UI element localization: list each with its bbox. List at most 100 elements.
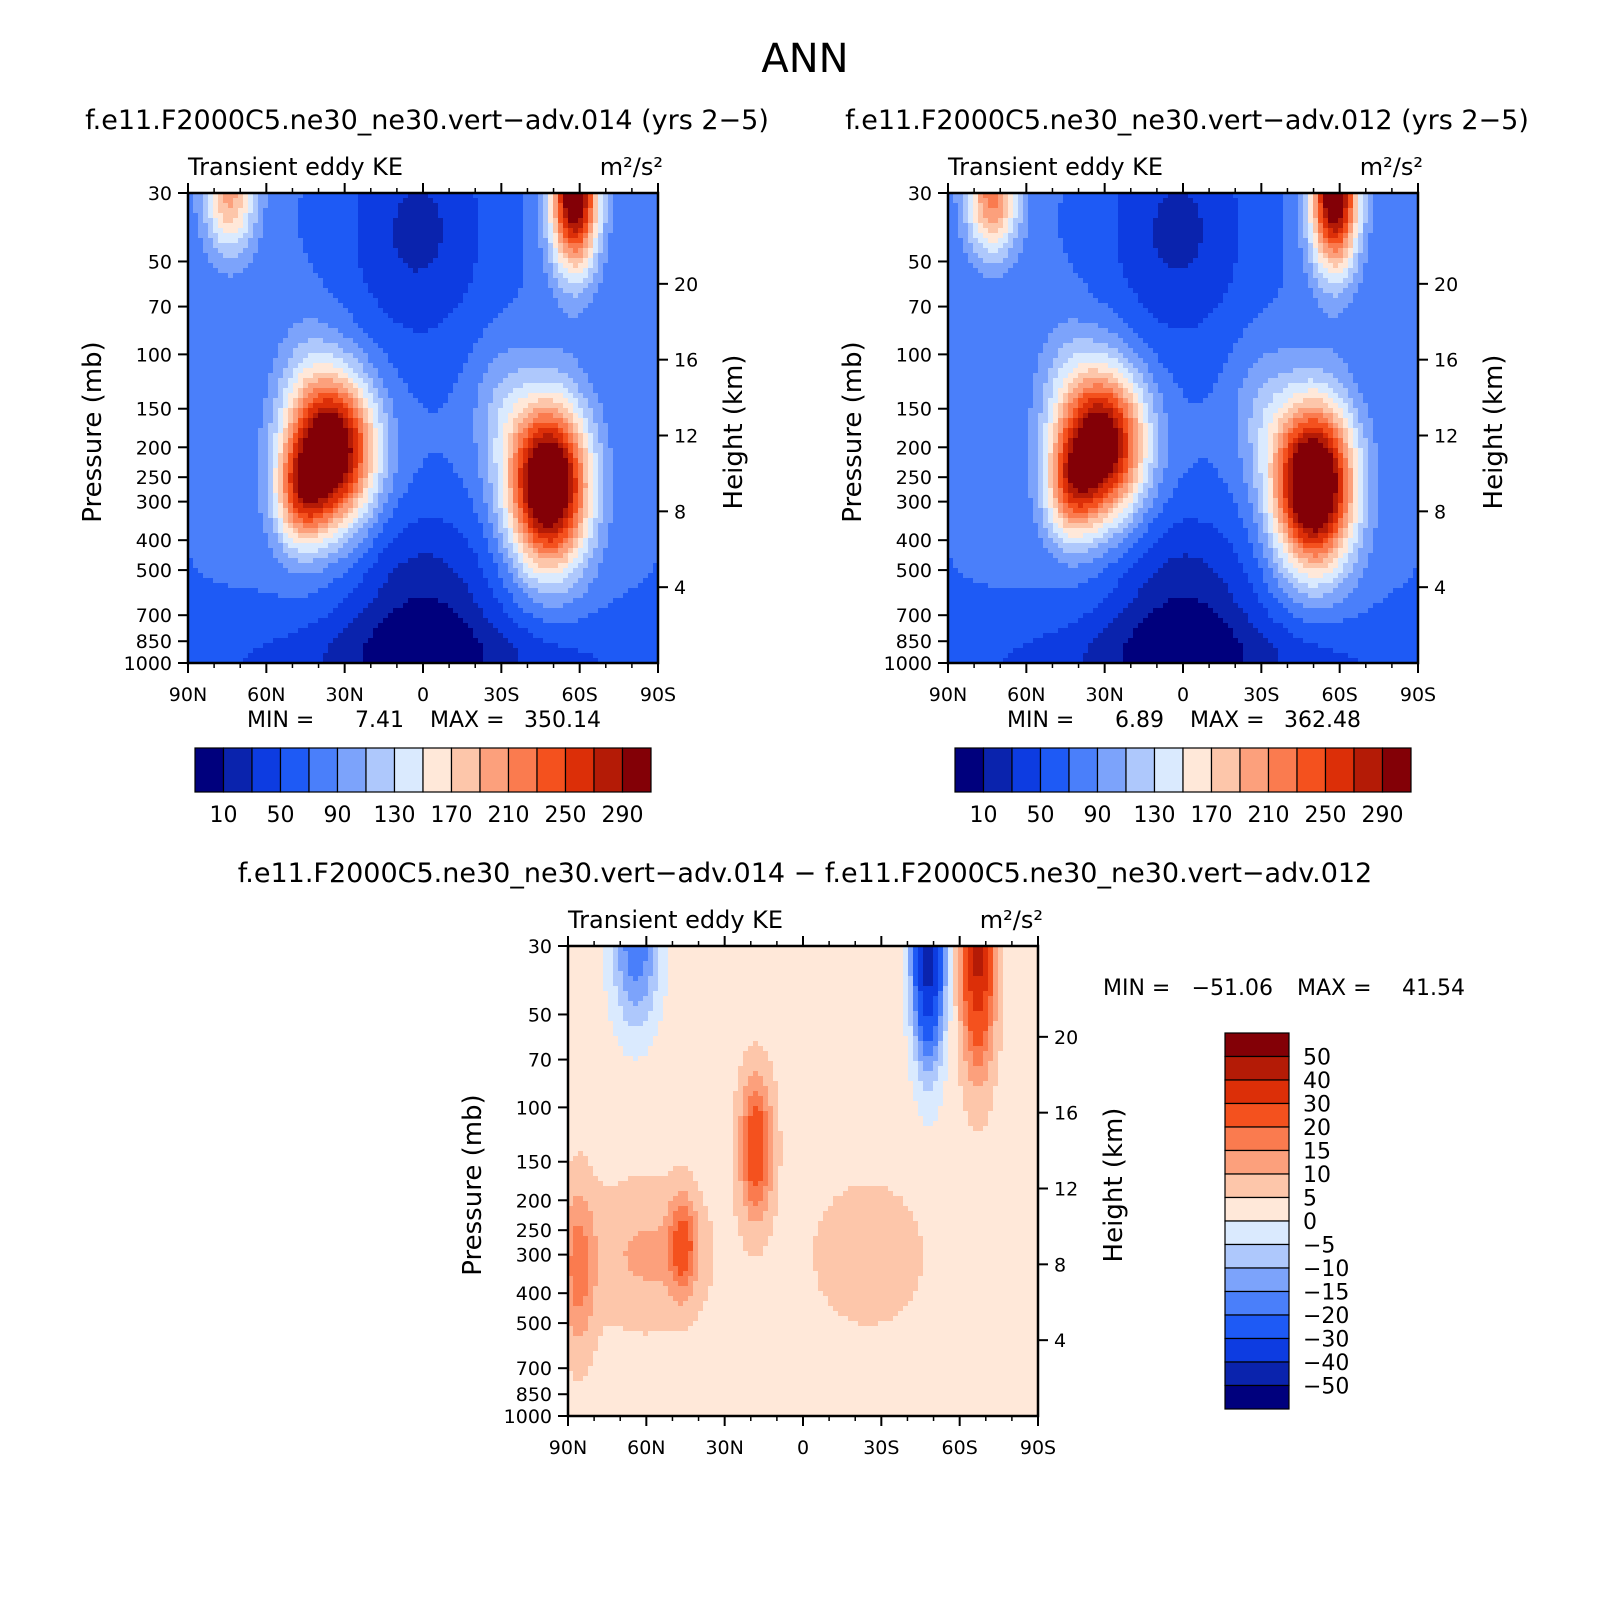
contour-cell: [323, 298, 329, 304]
contour-cell: [203, 278, 209, 284]
contour-cell: [228, 408, 234, 414]
contour-cell: [193, 593, 199, 599]
contour-cell: [373, 443, 379, 449]
contour-cell: [203, 208, 209, 214]
contour-cell: [423, 373, 429, 379]
contour-cell: [383, 518, 389, 524]
contour-cell: [298, 388, 304, 394]
contour-cell: [328, 323, 334, 329]
contour-cell: [263, 533, 269, 539]
contour-cell: [203, 338, 209, 344]
contour-cell: [373, 243, 379, 249]
contour-cell: [268, 393, 274, 399]
contour-cell: [283, 283, 289, 289]
contour-cell: [223, 223, 229, 229]
contour-cell: [313, 593, 319, 599]
contour-cell: [253, 308, 259, 314]
contour-cell: [353, 308, 359, 314]
contour-cell: [348, 408, 354, 414]
contour-cell: [198, 523, 204, 529]
contour-cell: [313, 363, 319, 369]
contour-cell: [303, 608, 309, 614]
contour-cell: [198, 263, 204, 269]
contour-cell: [418, 278, 424, 284]
contour-cell: [288, 368, 294, 374]
contour-cell: [303, 323, 309, 329]
contour-cell: [448, 273, 454, 279]
contour-cell: [438, 618, 444, 624]
contour-cell: [303, 433, 309, 439]
contour-cell: [398, 573, 404, 579]
contour-cell: [323, 548, 329, 554]
contour-cell: [193, 343, 199, 349]
contour-cell: [408, 613, 414, 619]
contour-cell: [293, 318, 299, 324]
contour-cell: [363, 338, 369, 344]
contour-cell: [308, 378, 314, 384]
contour-cell: [418, 443, 424, 449]
contour-cell: [213, 333, 219, 339]
contour-cell: [333, 568, 339, 574]
contour-cell: [268, 428, 274, 434]
contour-cell: [448, 413, 454, 419]
contour-cell: [353, 508, 359, 514]
contour-cell: [278, 278, 284, 284]
contour-cell: [373, 428, 379, 434]
contour-cell: [188, 518, 194, 524]
contour-cell: [373, 568, 379, 574]
contour-cell: [408, 538, 414, 544]
contour-cell: [273, 193, 279, 199]
contour-cell: [228, 418, 234, 424]
contour-cell: [263, 228, 269, 234]
contour-cell: [418, 403, 424, 409]
contour-cell: [343, 358, 349, 364]
contour-cell: [388, 193, 394, 199]
contour-cell: [263, 443, 269, 449]
contour-cell: [243, 633, 249, 639]
contour-cell: [443, 353, 449, 359]
contour-cell: [443, 378, 449, 384]
contour-cell: [233, 648, 239, 654]
contour-cell: [298, 633, 304, 639]
contour-cell: [268, 333, 274, 339]
contour-cell: [238, 458, 244, 464]
contour-cell: [293, 543, 299, 549]
contour-cell: [433, 618, 439, 624]
contour-cell: [348, 233, 354, 239]
contour-cell: [293, 638, 299, 644]
contour-cell: [408, 313, 414, 319]
contour-cell: [268, 223, 274, 229]
contour-cell: [348, 548, 354, 554]
contour-cell: [248, 648, 254, 654]
contour-cell: [233, 483, 239, 489]
contour-cell: [278, 413, 284, 419]
contour-cell: [238, 363, 244, 369]
contour-cell: [413, 603, 419, 609]
contour-cell: [358, 658, 364, 664]
contour-cell: [383, 398, 389, 404]
contour-cell: [408, 353, 414, 359]
contour-cell: [438, 383, 444, 389]
contour-cell: [213, 483, 219, 489]
contour-cell: [358, 273, 364, 279]
contour-cell: [403, 493, 409, 499]
contour-cell: [238, 648, 244, 654]
contour-cell: [263, 638, 269, 644]
contour-cell: [273, 418, 279, 424]
contour-cell: [328, 583, 334, 589]
contour-cell: [378, 403, 384, 409]
contour-cell: [283, 423, 289, 429]
contour-cell: [258, 473, 264, 479]
contour-cell: [313, 608, 319, 614]
contour-cell: [263, 498, 269, 504]
contour-cell: [418, 318, 424, 324]
contour-cell: [358, 648, 364, 654]
contour-cell: [363, 223, 369, 229]
contour-cell: [328, 218, 334, 224]
contour-cell: [418, 343, 424, 349]
contour-cell: [333, 318, 339, 324]
contour-cell: [328, 198, 334, 204]
contour-cell: [348, 248, 354, 254]
contour-cell: [198, 368, 204, 374]
contour-cell: [263, 323, 269, 329]
